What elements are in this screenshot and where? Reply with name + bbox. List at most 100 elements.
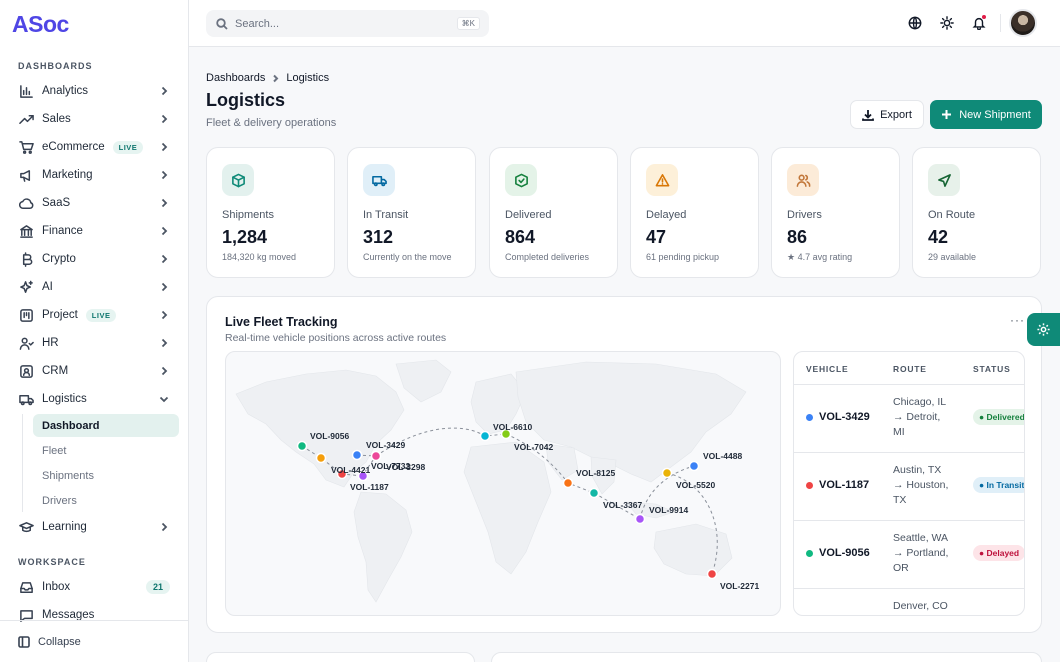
- stat-label: In Transit: [363, 209, 409, 221]
- vehicle-marker-vol-8125[interactable]: [562, 477, 574, 489]
- sidebar-item-hr[interactable]: HR: [10, 330, 180, 356]
- column-header-route[interactable]: ROUTE: [893, 364, 927, 374]
- panel-subtitle: Real-time vehicle positions across activ…: [225, 332, 447, 344]
- sidebar-item-messages[interactable]: Messages: [10, 602, 180, 628]
- australia-shape: [653, 523, 733, 577]
- north-america-shape: [235, 369, 405, 488]
- more-options-icon[interactable]: ···: [1010, 313, 1025, 327]
- globe-icon[interactable]: [907, 15, 923, 31]
- vehicle-marker-vol-4421[interactable]: [315, 452, 327, 464]
- sidebar: ASoc DASHBOARDS Analytics Sales eCommerc…: [0, 0, 189, 662]
- app-logo[interactable]: ASoc: [12, 11, 69, 37]
- chevron-right-icon: [273, 74, 279, 82]
- warning-icon: [655, 173, 669, 186]
- sidebar-item-logistics[interactable]: Logistics: [10, 386, 180, 412]
- export-button[interactable]: Export: [850, 100, 924, 129]
- sidebar-item-project[interactable]: Project LIVE: [10, 302, 180, 328]
- user-avatar[interactable]: [1009, 9, 1037, 37]
- page-subtitle: Fleet & delivery operations: [206, 117, 337, 129]
- vehicle-marker-vol-3367[interactable]: [588, 487, 600, 499]
- stat-card-delivered: Delivered 864 Completed deliveries: [489, 147, 618, 278]
- vehicle-marker-vol-9056[interactable]: [296, 440, 308, 452]
- south-america-shape: [353, 491, 413, 603]
- table-row[interactable]: Denver, CO: [794, 589, 1024, 615]
- sidebar-item-saas[interactable]: SaaS: [10, 190, 180, 216]
- route-line-australia: [666, 472, 718, 575]
- notification-dot: [981, 14, 987, 20]
- vehicle-marker-vol-4488[interactable]: [688, 460, 700, 472]
- table-row[interactable]: VOL-1187 Austin, TX → Houston, TX ● In Tra…: [794, 453, 1024, 521]
- sidebar-item-sales[interactable]: Sales: [10, 106, 180, 132]
- sidebar-subitem-drivers[interactable]: Drivers: [42, 494, 77, 507]
- package-icon: [231, 173, 245, 187]
- sidebar-item-ai[interactable]: AI: [10, 274, 180, 300]
- new-shipment-label: New Shipment: [959, 108, 1031, 121]
- sidebar-item-crm[interactable]: CRM: [10, 358, 180, 384]
- users-icon: [18, 335, 34, 351]
- stat-card-on-route: On Route 42 29 available: [912, 147, 1041, 278]
- vehicle-marker-vol-6610[interactable]: [479, 430, 491, 442]
- vehicle-marker-vol-3298[interactable]: [357, 470, 369, 482]
- vehicle-markers: [296, 428, 718, 580]
- vehicle-label: VOL-7732: [371, 461, 410, 471]
- column-header-status[interactable]: STATUS: [973, 364, 1011, 374]
- sidebar-item-marketing[interactable]: Marketing: [10, 162, 180, 188]
- settings-fab[interactable]: [1027, 313, 1060, 346]
- table-row[interactable]: VOL-3429 Chicago, IL → Detroit, MI ● Deliv…: [794, 385, 1024, 453]
- vehicle-marker-vol-5520[interactable]: [661, 467, 673, 479]
- chevron-right-icon: [158, 225, 170, 237]
- fleet-table-header: VEHICLE ROUTE STATUS: [794, 352, 1024, 385]
- search-box[interactable]: ⌘K: [206, 10, 489, 37]
- bell-icon[interactable]: [971, 14, 987, 31]
- vehicle-color-dot: [806, 414, 813, 421]
- chevron-right-icon: [158, 337, 170, 349]
- live-fleet-panel: Live Fleet Tracking Real-time vehicle po…: [206, 296, 1042, 633]
- fleet-map[interactable]: VOL-9056 VOL-4421 VOL-3429 VOL-7732 VOL-…: [225, 351, 781, 616]
- stat-value: 42: [928, 227, 949, 247]
- sidebar-item-learning[interactable]: Learning: [10, 514, 180, 540]
- search-input[interactable]: [235, 17, 455, 30]
- sun-icon[interactable]: [939, 15, 955, 31]
- sidebar-item-label: Project: [42, 309, 78, 321]
- kanban-icon: [18, 307, 34, 323]
- table-row[interactable]: VOL-9056 Seattle, WA → Portland, OR ● Dela…: [794, 521, 1024, 589]
- sidebar-item-crypto[interactable]: Crypto: [10, 246, 180, 272]
- stat-label: Delivered: [505, 209, 552, 221]
- vehicle-marker-vol-1187[interactable]: [336, 468, 348, 480]
- vehicle-labels: VOL-9056 VOL-4421 VOL-3429 VOL-7732 VOL-…: [310, 422, 759, 591]
- collapse-sidebar-button[interactable]: Collapse: [0, 620, 189, 662]
- vehicle-marker-vol-7042[interactable]: [500, 428, 512, 440]
- submenu-guide-line: [22, 414, 23, 512]
- sidebar-item-label: SaaS: [42, 197, 71, 209]
- column-header-vehicle[interactable]: VEHICLE: [806, 364, 849, 374]
- route-line-asia: [639, 465, 695, 520]
- vehicle-marker-vol-3429[interactable]: [351, 449, 363, 461]
- chevron-right-icon: [158, 169, 170, 181]
- sidebar-item-label: CRM: [42, 365, 69, 377]
- stat-icon-bg: [928, 164, 960, 196]
- stat-hint: 184,320 kg moved: [222, 252, 297, 262]
- vehicle-marker-vol-2271[interactable]: [706, 568, 718, 580]
- breadcrumb-dashboards[interactable]: Dashboards: [206, 72, 266, 84]
- stat-icon-bg: [505, 164, 537, 196]
- sidebar-item-analytics[interactable]: Analytics: [10, 78, 180, 104]
- sidebar-item-label: Crypto: [42, 253, 76, 265]
- vehicle-marker-vol-7732[interactable]: [370, 450, 382, 462]
- sidebar-subitem-fleet[interactable]: Fleet: [42, 444, 67, 457]
- chevron-right-icon: [158, 521, 170, 533]
- stat-card-shipments: Shipments 1,284 184,320 kg moved: [206, 147, 335, 278]
- sidebar-item-inbox[interactable]: Inbox 21: [10, 574, 180, 600]
- stat-card-drivers: Drivers 86 ★ 4.7 avg rating: [771, 147, 900, 278]
- sidebar-item-label: Sales: [42, 113, 71, 125]
- sidebar-subitem-dashboard[interactable]: Dashboard: [33, 414, 179, 437]
- sidebar-item-finance[interactable]: Finance: [10, 218, 180, 244]
- vehicle-label: VOL-1187: [350, 482, 389, 492]
- new-shipment-button[interactable]: New Shipment: [930, 100, 1042, 129]
- chevron-right-icon: [158, 113, 170, 125]
- vehicle-marker-vol-9914[interactable]: [634, 513, 646, 525]
- trending-up-icon: [18, 111, 34, 127]
- chevron-down-icon: [158, 393, 170, 405]
- sidebar-subitem-shipments[interactable]: Shipments: [42, 469, 94, 482]
- sidebar-item-ecommerce[interactable]: eCommerce LIVE: [10, 134, 180, 160]
- live-badge: LIVE: [85, 308, 117, 322]
